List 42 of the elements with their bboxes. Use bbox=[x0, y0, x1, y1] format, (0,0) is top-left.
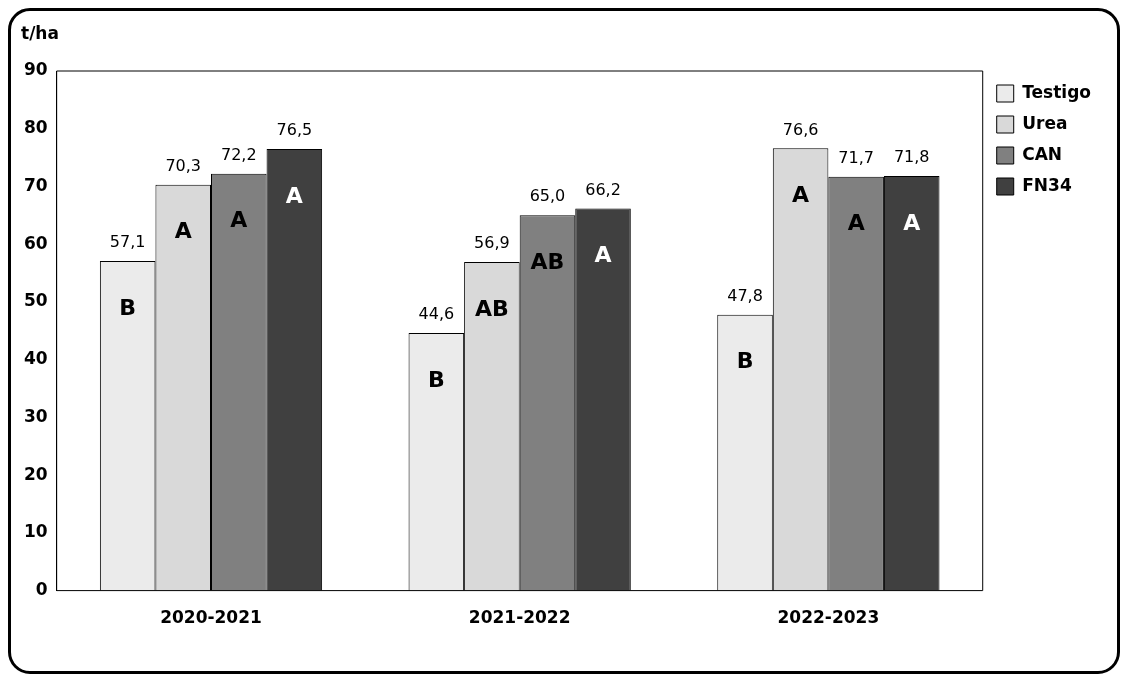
annotation: B bbox=[427, 366, 445, 392]
data-label: 47,8 bbox=[727, 285, 763, 305]
y-tick-label: 80 bbox=[23, 117, 48, 138]
data-label: 71,8 bbox=[893, 147, 930, 167]
y-tick-label: 50 bbox=[23, 290, 48, 311]
annotation: B bbox=[119, 294, 137, 320]
data-label: 57,1 bbox=[109, 232, 146, 252]
y-tick-label: 90 bbox=[23, 59, 48, 80]
data-label: 66,2 bbox=[585, 179, 621, 199]
annotation: A bbox=[847, 210, 865, 236]
data-label: 76,5 bbox=[276, 120, 313, 140]
legend-label: Testigo bbox=[1022, 81, 1092, 102]
data-label: 76,6 bbox=[782, 119, 819, 139]
y-tick-label: 20 bbox=[23, 463, 48, 484]
annotation: A bbox=[903, 209, 921, 235]
annotation: A bbox=[792, 182, 810, 208]
annotation: A bbox=[285, 182, 303, 208]
y-tick-label: 0 bbox=[35, 579, 48, 600]
annotation: AB bbox=[530, 249, 565, 275]
y-tick-label: 30 bbox=[23, 405, 48, 426]
y-tick-label: 10 bbox=[23, 521, 48, 542]
annotation: AB bbox=[475, 295, 509, 321]
legend-label: Urea bbox=[1022, 112, 1068, 133]
data-label: 70,3 bbox=[165, 155, 202, 175]
y-tick-label: 70 bbox=[23, 174, 48, 195]
data-label: 71,7 bbox=[838, 147, 874, 167]
annotation: A bbox=[230, 207, 248, 233]
data-label: 56,9 bbox=[474, 233, 510, 253]
legend-label: CAN bbox=[1022, 143, 1063, 164]
data-label: 65,0 bbox=[529, 186, 566, 206]
x-tick-label: 2021-2022 bbox=[468, 607, 571, 628]
legend-label: FN34 bbox=[1022, 174, 1072, 195]
y-axis-title: t/ha bbox=[21, 23, 59, 44]
annotation: B bbox=[736, 348, 754, 374]
annotation: A bbox=[174, 218, 192, 244]
data-label: 44,6 bbox=[418, 304, 455, 324]
y-tick-label: 40 bbox=[23, 348, 48, 369]
data-label: 72,2 bbox=[220, 144, 257, 164]
y-tick-label: 60 bbox=[23, 232, 48, 253]
x-tick-label: 2020-2021 bbox=[160, 607, 262, 628]
x-tick-label: 2022-2023 bbox=[777, 607, 880, 628]
annotation: A bbox=[594, 242, 612, 268]
